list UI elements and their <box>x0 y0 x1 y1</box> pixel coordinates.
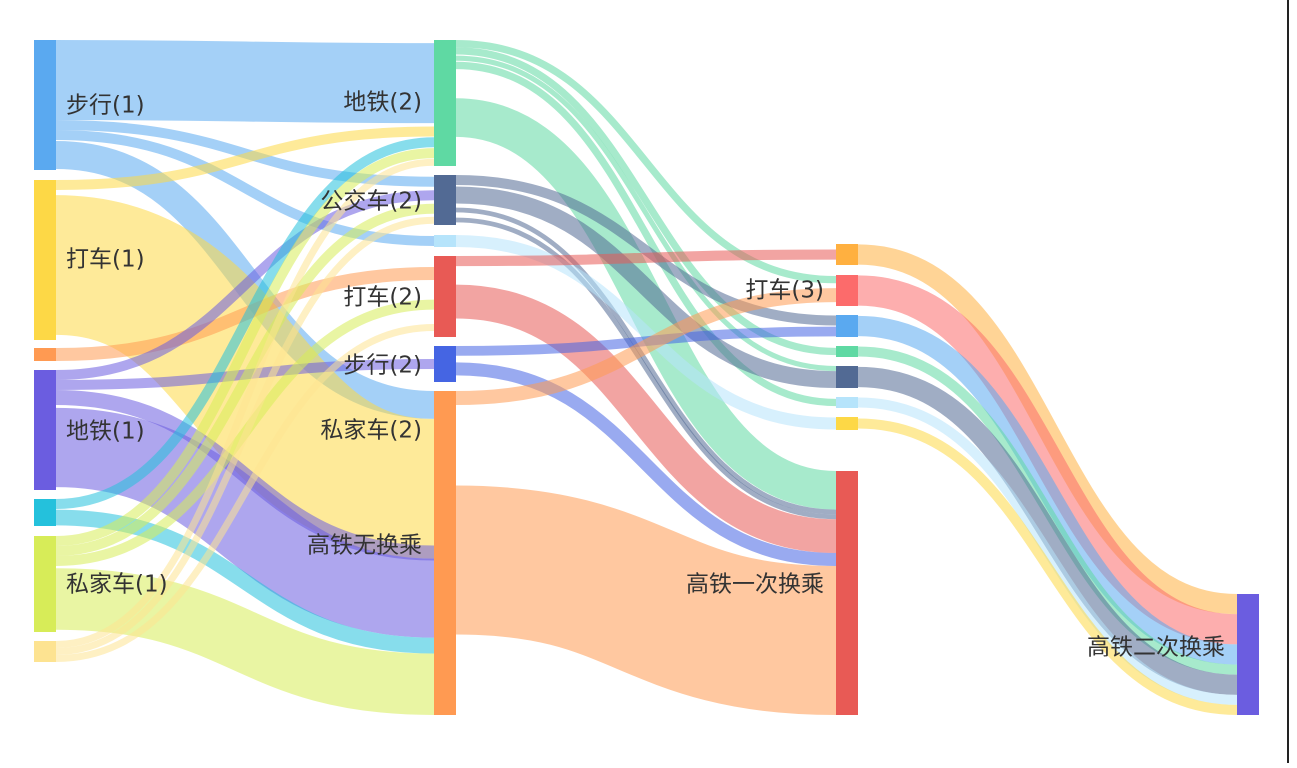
node-label-t1: 打车(1) <box>66 247 145 273</box>
link-m1-hsr0-10[interactable] <box>55 407 435 638</box>
nodes-layer <box>34 40 1259 715</box>
node-lb2[interactable] <box>434 235 456 247</box>
link-p2-t3-34[interactable] <box>455 288 837 406</box>
link-b2-hsr1-27[interactable] <box>455 207 837 515</box>
link-l3-hsr2-41[interactable] <box>857 397 1238 705</box>
link-lb2-y3-29[interactable] <box>455 235 837 430</box>
node-label-hsr1: 高铁一次换乘 <box>686 572 824 598</box>
node-g3[interactable] <box>836 346 858 357</box>
node-label-t2: 打车(2) <box>343 285 422 311</box>
link-m2-t3-20[interactable] <box>455 39 837 284</box>
node-n3[interactable] <box>836 366 858 388</box>
link-m1-b2-7[interactable] <box>55 190 435 380</box>
node-p2[interactable] <box>434 391 456 715</box>
link-p1-hsr0-16[interactable] <box>55 568 435 716</box>
node-p1[interactable] <box>34 536 56 632</box>
link-b2-n3-26[interactable] <box>455 186 837 388</box>
node-t2[interactable] <box>434 256 456 337</box>
node-w1[interactable] <box>34 40 56 170</box>
node-b2[interactable] <box>434 175 456 225</box>
link-g3-hsr2-39[interactable] <box>857 346 1238 675</box>
node-m2[interactable] <box>434 40 456 166</box>
link-p1-m2-13[interactable] <box>55 148 435 546</box>
node-y3[interactable] <box>836 417 858 430</box>
link-m2-l3-23[interactable] <box>455 61 837 407</box>
link-y1-m2-17[interactable] <box>55 158 435 648</box>
node-label-p2: 私家车(2) <box>320 418 422 444</box>
node-a3[interactable] <box>836 244 858 265</box>
node-w2[interactable] <box>434 346 456 382</box>
node-label-t3: 打车(3) <box>745 278 824 304</box>
node-label-b2: 公交车(2) <box>320 189 422 215</box>
link-t2-hsr1-31[interactable] <box>455 284 837 553</box>
node-hsr2[interactable] <box>1237 594 1259 715</box>
node-label-m1: 地铁(1) <box>66 419 145 445</box>
node-label-m2: 地铁(2) <box>343 90 422 116</box>
link-b2-b3-25[interactable] <box>455 175 837 326</box>
link-w2-hsr1-33[interactable] <box>455 362 837 566</box>
link-y3-hsr2-42[interactable] <box>857 418 1238 715</box>
link-w1-lb2-2[interactable] <box>55 130 435 246</box>
link-w1-m2-0[interactable] <box>55 40 435 124</box>
node-l3[interactable] <box>836 397 858 408</box>
link-c1-m2-11[interactable] <box>55 137 435 509</box>
labels-layer: 步行(1) 打车(1) 地铁(1) 私家车(1) 地铁(2) 公交车(2) 打车(2) 步行(… <box>66 90 1225 661</box>
node-y1[interactable] <box>34 641 56 662</box>
link-m2-hsr1-24[interactable] <box>455 98 837 510</box>
node-label-hsr0: 高铁无换乘 <box>307 533 422 559</box>
node-t3[interactable] <box>836 275 858 306</box>
node-t1[interactable] <box>34 180 56 340</box>
links-layer <box>53 39 1238 716</box>
node-label-hsr2: 高铁二次换乘 <box>1087 635 1225 661</box>
right-border <box>1287 0 1289 763</box>
node-b3[interactable] <box>836 315 858 337</box>
node-m1[interactable] <box>34 370 56 490</box>
link-m2-n3-22[interactable] <box>455 55 837 372</box>
node-label-w2: 步行(2) <box>343 353 422 379</box>
node-c1[interactable] <box>34 499 56 526</box>
link-p2-hsr1-35[interactable] <box>455 485 837 715</box>
node-label-p1: 私家车(1) <box>66 572 168 598</box>
link-t2-a3-30[interactable] <box>455 249 837 267</box>
node-hsr1[interactable] <box>836 471 858 715</box>
link-y1-t2-19[interactable] <box>55 324 435 662</box>
link-t3-hsr2-37[interactable] <box>857 275 1238 645</box>
node-label-w1: 步行(1) <box>66 93 145 119</box>
link-t1-m2-4[interactable] <box>55 126 435 190</box>
node-o1[interactable] <box>34 348 56 361</box>
link-y1-b2-18[interactable] <box>55 216 435 655</box>
link-n3-hsr2-40[interactable] <box>857 366 1238 695</box>
link-p1-b2-14[interactable] <box>55 203 435 556</box>
link-b3-hsr2-38[interactable] <box>857 315 1238 665</box>
link-b2-hsr1-28[interactable] <box>455 217 837 520</box>
